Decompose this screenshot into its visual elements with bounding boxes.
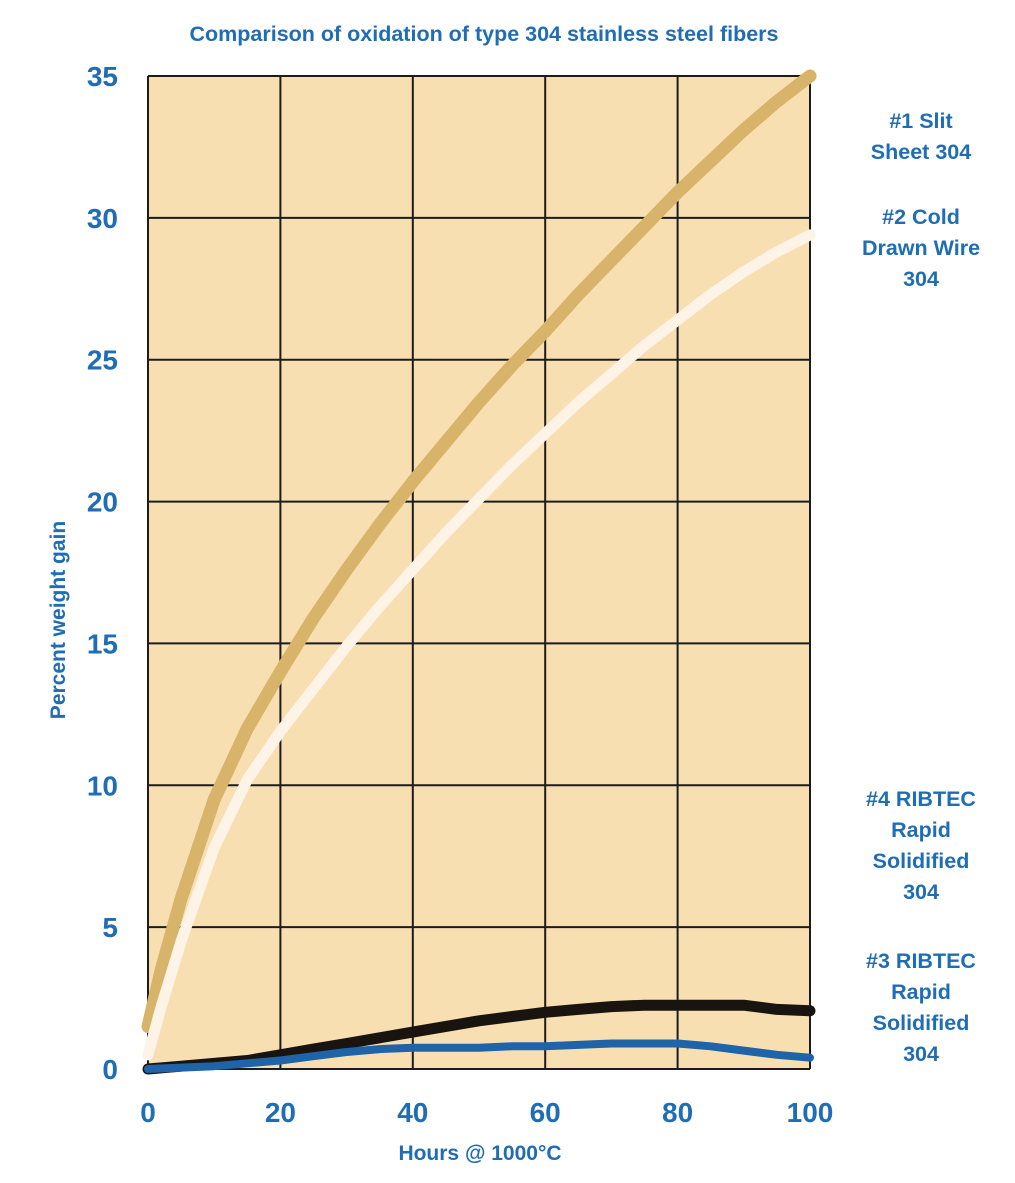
series-label-line: #3 RIBTEC xyxy=(866,949,976,973)
series-label-line: Solidified xyxy=(873,849,970,873)
series-label-4: #3 RIBTEC Rapid Solidified 304 xyxy=(866,949,976,1066)
y-tick-label-10: 10 xyxy=(87,770,118,801)
series-label-2: #2 Cold Drawn Wire 304 xyxy=(862,205,980,291)
series-label-line: Rapid xyxy=(891,980,951,1004)
series-label-line: 304 xyxy=(903,1042,939,1066)
series-label-line: #2 Cold xyxy=(882,205,960,229)
x-tick-label-60: 60 xyxy=(530,1097,561,1128)
x-tick-label-100: 100 xyxy=(787,1097,834,1128)
y-tick-label-15: 15 xyxy=(87,628,118,659)
y-tick-label-0: 0 xyxy=(102,1054,118,1085)
series-line-4 xyxy=(144,1039,814,1073)
series-label-line: #4 RIBTEC xyxy=(866,787,976,811)
plot-area xyxy=(148,76,810,1069)
y-tick-label-5: 5 xyxy=(102,912,118,943)
x-tick-label-40: 40 xyxy=(397,1097,428,1128)
series-label-line: 304 xyxy=(903,880,939,904)
y-tick-label-20: 20 xyxy=(87,487,118,518)
series-label-line: 304 xyxy=(903,267,939,291)
series-line-1 xyxy=(141,69,817,1033)
series-label-1: #1 Slit Sheet 304 xyxy=(871,109,971,164)
grid xyxy=(147,75,811,1070)
x-axis-ticks: 0 20 40 60 80 100 xyxy=(140,1097,833,1128)
y-axis-label: Percent weight gain xyxy=(47,521,70,719)
series-line-2 xyxy=(142,229,816,1061)
x-tick-label-80: 80 xyxy=(662,1097,693,1128)
x-tick-label-0: 0 xyxy=(140,1097,156,1128)
series-label-line: Rapid xyxy=(891,818,951,842)
x-axis-label: Hours @ 1000°C xyxy=(398,1142,561,1165)
y-tick-label-35: 35 xyxy=(87,61,118,92)
x-tick-label-20: 20 xyxy=(265,1097,296,1128)
series-label-line: Sheet 304 xyxy=(871,140,971,164)
y-tick-label-30: 30 xyxy=(87,203,118,234)
series-layer xyxy=(141,69,817,1075)
y-tick-label-25: 25 xyxy=(87,345,118,376)
chart-title: Comparison of oxidation of type 304 stai… xyxy=(189,22,778,46)
y-axis-ticks: 0 5 10 15 20 25 30 35 xyxy=(87,61,118,1085)
series-label-line: #1 Slit xyxy=(889,109,952,133)
series-label-3: #4 RIBTEC Rapid Solidified 304 xyxy=(866,787,976,904)
series-label-line: Drawn Wire xyxy=(862,236,980,260)
series-label-line: Solidified xyxy=(873,1011,970,1035)
